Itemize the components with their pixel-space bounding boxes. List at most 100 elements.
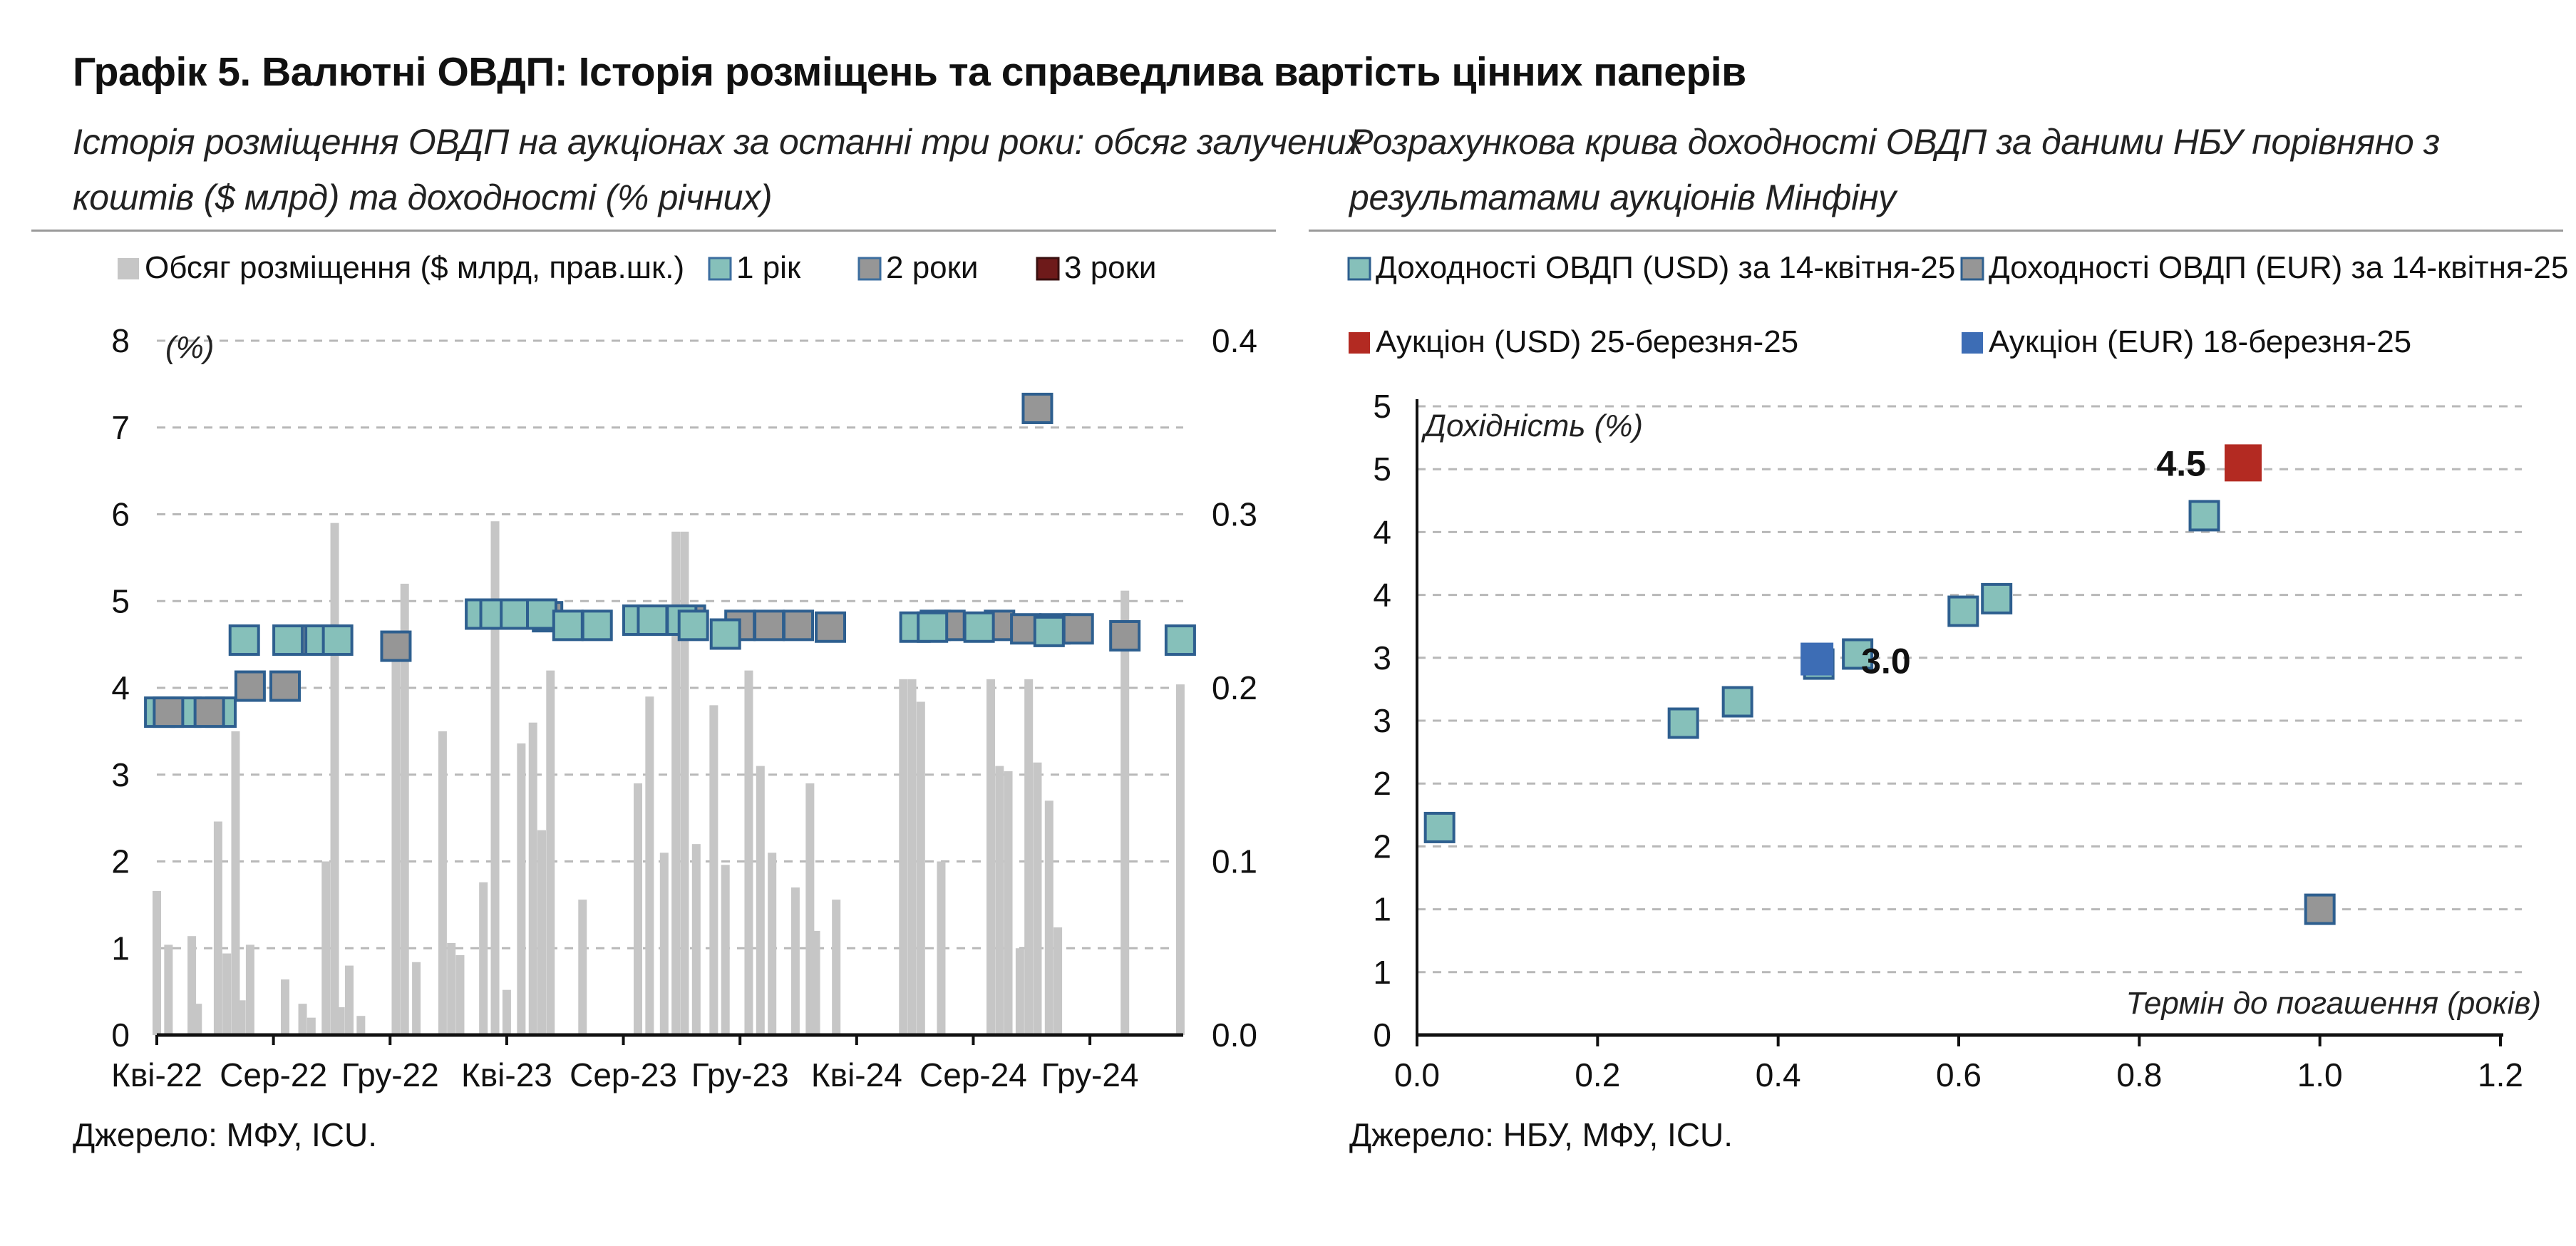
yield-1y-point	[552, 609, 584, 642]
legend-marker-0	[1347, 257, 1371, 281]
usd-yield-point	[1721, 686, 1753, 718]
left-x-tick-label: Кві-22	[111, 1056, 202, 1093]
right-y-tick: 0.4	[1212, 322, 1257, 359]
volume-bar	[1044, 800, 1053, 1035]
usd-auction-point	[2225, 444, 2262, 482]
volume-bar	[336, 1007, 345, 1035]
right-x-label: Термін до погашення (років)	[2126, 986, 2541, 1021]
yield-1y-point	[963, 611, 995, 643]
usd-yield-point	[1947, 595, 1979, 627]
yield-1y-point	[1033, 615, 1065, 647]
legend-marker-2	[857, 257, 882, 281]
volume-bar	[193, 1004, 202, 1035]
left-y-tick: 3	[111, 756, 130, 793]
volume-bar	[671, 531, 681, 1035]
eur-auction-point	[1800, 642, 1834, 676]
left-y-tick: 8	[111, 322, 130, 359]
volume-bar	[790, 887, 800, 1035]
volume-bar	[1053, 927, 1063, 1035]
volume-bar	[412, 962, 421, 1035]
left-x-tick-label: Сер-23	[570, 1056, 677, 1093]
volume-bar	[721, 865, 730, 1035]
volume-bar	[1024, 679, 1034, 1035]
volume-bar	[546, 670, 555, 1035]
left-x-tick-label: Гру-24	[1041, 1056, 1139, 1093]
left-x-tick-label: Сер-22	[220, 1056, 327, 1093]
volume-bar	[756, 766, 765, 1035]
left-y-tick: 7	[111, 409, 130, 446]
right-y-label: Дохідність (%)	[1421, 408, 1643, 443]
volume-bar	[490, 521, 500, 1035]
volume-bar	[502, 989, 511, 1035]
volume-bar	[298, 1004, 307, 1035]
right-y-tick: 0	[1373, 1016, 1391, 1054]
volume-bar	[400, 583, 409, 1035]
volume-bar	[832, 900, 841, 1035]
left-y-label: (%)	[165, 330, 214, 365]
volume-bar	[645, 696, 654, 1035]
volume-bar	[245, 944, 254, 1035]
left-chart-subtitle: Історія розміщення ОВДП на аукціонах за …	[73, 114, 1364, 225]
legend-label-2: 2 роки	[886, 250, 978, 285]
volume-bar	[213, 821, 222, 1035]
legend-label-2: Аукціон (USD) 25-березня-25	[1376, 324, 1798, 359]
yield-2y-point	[783, 609, 814, 642]
volume-bar	[680, 531, 689, 1035]
right-y-tick: 4	[1373, 513, 1391, 550]
legend-label-3: 3 роки	[1064, 250, 1156, 285]
volume-bar	[1120, 590, 1130, 1035]
volume-bar	[907, 679, 917, 1035]
legend-marker-3	[1036, 257, 1060, 281]
yield-2y-point	[193, 696, 225, 728]
volume-bar	[356, 1016, 366, 1035]
volume-bar	[391, 661, 401, 1035]
right-x-tick-label: 0.0	[1394, 1056, 1440, 1093]
left-y-tick: 6	[111, 496, 130, 533]
usd-yield-point	[1981, 582, 2013, 614]
volume-bar	[811, 930, 820, 1035]
left-x-tick-label: Сер-24	[919, 1056, 1027, 1093]
volume-bar	[321, 861, 331, 1035]
yield-1y-point	[637, 604, 669, 637]
left-divider	[31, 230, 1276, 232]
right-x-tick-label: 0.2	[1575, 1056, 1620, 1093]
eur-yield-point	[2304, 893, 2336, 925]
usd-yield-point	[1842, 638, 1874, 670]
volume-bar	[222, 953, 232, 1035]
right-chart: Доходності ОВДП (USD) за 14-квітня-25 Дох…	[1347, 250, 2568, 1093]
right-y-tick: 5	[1373, 450, 1391, 488]
right-y-tick: 1	[1373, 891, 1391, 928]
legend-label-1: 1 рік	[736, 250, 801, 285]
volume-bar	[345, 965, 354, 1035]
left-subtitle-line-1: Історія розміщення ОВДП на аукціонах за …	[73, 122, 1364, 162]
left-x-tick-label: Кві-23	[461, 1056, 552, 1093]
volume-bar	[578, 900, 587, 1035]
yield-1y-point	[526, 598, 557, 630]
legend-marker-3	[1962, 332, 1983, 354]
volume-bar	[237, 1000, 246, 1035]
volume-bar	[659, 853, 669, 1035]
volume-bar	[438, 731, 447, 1035]
right-subtitle-line-1: Розрахункова крива доходності ОВДП за да…	[1349, 122, 2440, 162]
right-y-tick: 0.3	[1212, 496, 1257, 533]
right-y-tick: 4	[1373, 577, 1391, 614]
left-y-tick: 4	[111, 669, 130, 706]
volume-bar	[768, 853, 777, 1035]
legend-label-3: Аукціон (EUR) 18-березня-25	[1989, 324, 2411, 359]
left-x-tick-label: Гру-22	[341, 1056, 439, 1093]
volume-bar	[528, 722, 537, 1035]
legend-label-1: Доходності ОВДП (EUR) за 14-квітня-25	[1989, 250, 2568, 285]
left-source-note: Джерело: МФУ, ICU.	[73, 1116, 378, 1153]
volume-bar	[744, 670, 753, 1035]
yield-2y-point	[269, 670, 301, 702]
yield-1y-point	[709, 618, 741, 650]
right-y-tick: 0.1	[1212, 843, 1257, 880]
yield-2y-point	[153, 696, 185, 728]
right-y-tick: 0.0	[1212, 1016, 1257, 1054]
right-divider	[1309, 230, 2563, 232]
left-y-tick: 0	[111, 1016, 130, 1054]
right-y-tick: 2	[1373, 765, 1391, 802]
volume-bar	[153, 890, 161, 1035]
volume-bar	[164, 944, 173, 1035]
annotation-eur-auction: 3.0	[1861, 642, 1911, 681]
